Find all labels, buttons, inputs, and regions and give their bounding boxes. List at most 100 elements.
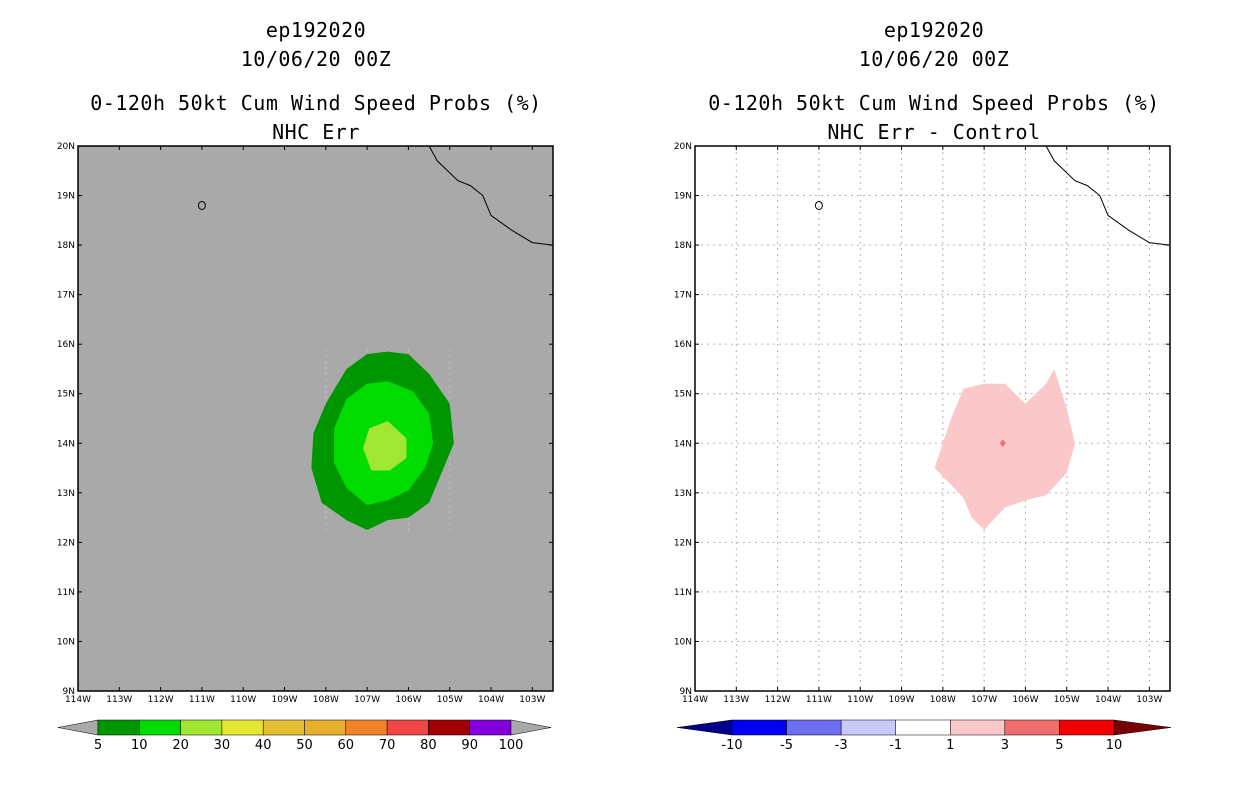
- right-colorbar-swatch: [731, 719, 787, 736]
- right-colorbar-swatch: [1004, 719, 1060, 736]
- right-colorbar-label: -1: [889, 738, 902, 753]
- left-chart-title: 0-120h 50kt Cum Wind Speed Probs (%): [90, 91, 542, 115]
- right-x-tick-label: 107W: [971, 695, 997, 705]
- right-colorbar-swatch: [895, 719, 951, 736]
- left-x-tick-label: 114W: [65, 695, 91, 705]
- right-x-tick-label: 114W: [682, 695, 708, 705]
- left-island: [197, 200, 206, 210]
- right-colorbar-label: 3: [1001, 738, 1009, 753]
- left-x-tick-label: 105W: [437, 695, 463, 705]
- left-map-panel: 114W 113W 112W 111W 110W 109W 108W 107W 106W 105W…: [57, 142, 554, 705]
- right-y-tick-label: 13N: [674, 489, 692, 499]
- left-colorbar: 5 10 20 30 40 50 60 70 80 90 100: [57, 719, 552, 753]
- left-colorbar-label: 100: [499, 738, 524, 753]
- right-x-tick-label: 111W: [806, 695, 832, 705]
- right-map-panel: 114W 113W 112W 111W 110W 109W 108W 107W 106W 105W…: [674, 142, 1171, 705]
- left-colorbar-swatch: [345, 719, 388, 736]
- right-contour-3: [999, 439, 1006, 448]
- right-y-tick-label: 17N: [674, 291, 692, 301]
- right-chart-subtitle: NHC Err - Control: [827, 120, 1041, 144]
- right-colorbar-label: 10: [1106, 738, 1123, 753]
- right-map-frame: [694, 145, 1171, 692]
- left-y-tick-label: 12N: [57, 538, 75, 548]
- left-colorbar-swatch: [97, 719, 140, 736]
- left-colorbar-swatch: [139, 719, 181, 736]
- left-y-tick-label: 10N: [57, 637, 75, 647]
- right-y-tick-label: 15N: [674, 390, 692, 400]
- right-contour-1: [934, 369, 1075, 530]
- left-x-tick-label: 106W: [395, 695, 421, 705]
- left-y-tick-label: 15N: [57, 390, 75, 400]
- left-y-tick-label: 19N: [57, 192, 75, 202]
- right-colorbar-label: -5: [780, 738, 793, 753]
- left-colorbar-swatch: [469, 719, 512, 736]
- left-x-tick-label: 110W: [230, 695, 256, 705]
- right-island: [814, 200, 823, 210]
- left-map-frame: [77, 145, 554, 692]
- left-colorbar-label: 50: [296, 738, 313, 753]
- left-storm-id: ep192020: [265, 18, 367, 42]
- right-x-tick-label: 105W: [1054, 695, 1080, 705]
- right-coastline: [1045, 145, 1171, 246]
- left-colorbar-label: 40: [255, 738, 272, 753]
- left-y-tick-label: 14N: [57, 439, 75, 449]
- left-colorbar-swatch: [262, 719, 305, 736]
- right-colorbar-swatch: [786, 719, 842, 736]
- left-x-tick-label: 107W: [354, 695, 380, 705]
- left-colorbar-swatch: [386, 719, 429, 736]
- left-x-tick-label: 109W: [271, 695, 297, 705]
- right-x-tick-label: 112W: [765, 695, 791, 705]
- left-colorbar-left-arrow: [57, 719, 99, 736]
- right-y-tick-label: 12N: [674, 538, 692, 548]
- right-x-tick-label: 104W: [1095, 695, 1121, 705]
- right-colorbar-label: -3: [835, 738, 848, 753]
- left-map-background: [78, 146, 553, 691]
- left-colorbar-label: 80: [420, 738, 437, 753]
- right-colorbar-label: 5: [1055, 738, 1063, 753]
- right-colorbar-left-arrow: [676, 719, 733, 736]
- right-y-tick-label: 19N: [674, 192, 692, 202]
- left-x-tick-label: 112W: [148, 695, 174, 705]
- left-y-tick-label: 9N: [63, 687, 75, 697]
- left-y-tick-label: 20N: [57, 142, 75, 152]
- right-map-background: [695, 146, 1170, 691]
- right-colorbar: -10 -5 -3 -1 1 3 5 10: [676, 719, 1172, 753]
- right-colorbar-swatch: [950, 719, 1006, 736]
- right-chart-title: 0-120h 50kt Cum Wind Speed Probs (%): [708, 91, 1160, 115]
- right-colorbar-swatch: [1059, 719, 1115, 736]
- left-colorbar-label: 30: [214, 738, 231, 753]
- left-x-tick-label: 113W: [106, 695, 132, 705]
- left-y-tick-label: 16N: [57, 340, 75, 350]
- right-y-tick-label: 16N: [674, 340, 692, 350]
- left-x-tick-label: 108W: [313, 695, 339, 705]
- left-colorbar-label: 60: [338, 738, 355, 753]
- left-chart-subtitle: NHC Err: [272, 120, 360, 144]
- right-y-tick-label: 10N: [674, 637, 692, 647]
- left-colorbar-label: 20: [172, 738, 189, 753]
- right-x-tick-label: 110W: [847, 695, 873, 705]
- right-x-tick-label: 108W: [930, 695, 956, 705]
- left-coastline: [428, 145, 554, 246]
- left-colorbar-swatch: [304, 719, 347, 736]
- right-colorbar-right-arrow: [1113, 719, 1172, 736]
- right-y-tick-label: 11N: [674, 588, 692, 598]
- left-colorbar-swatch: [221, 719, 264, 736]
- left-x-tick-label: 111W: [189, 695, 215, 705]
- right-x-tick-label: 113W: [723, 695, 749, 705]
- left-contour-20: [363, 421, 407, 471]
- right-colorbar-label: 1: [946, 738, 954, 753]
- left-y-tick-label: 13N: [57, 489, 75, 499]
- right-colorbar-swatch: [840, 719, 896, 736]
- left-date: 10/06/20 00Z: [240, 47, 392, 71]
- right-x-tick-label: 106W: [1012, 695, 1038, 705]
- right-storm-id: ep192020: [883, 18, 985, 42]
- right-x-tick-label: 103W: [1136, 695, 1162, 705]
- left-x-tick-label: 103W: [519, 695, 545, 705]
- right-date: 10/06/20 00Z: [858, 47, 1010, 71]
- right-x-tick-label: 109W: [888, 695, 914, 705]
- right-y-tick-label: 18N: [674, 241, 692, 251]
- left-colorbar-label: 90: [461, 738, 478, 753]
- left-colorbar-right-arrow: [510, 719, 552, 736]
- right-y-tick-label: 14N: [674, 439, 692, 449]
